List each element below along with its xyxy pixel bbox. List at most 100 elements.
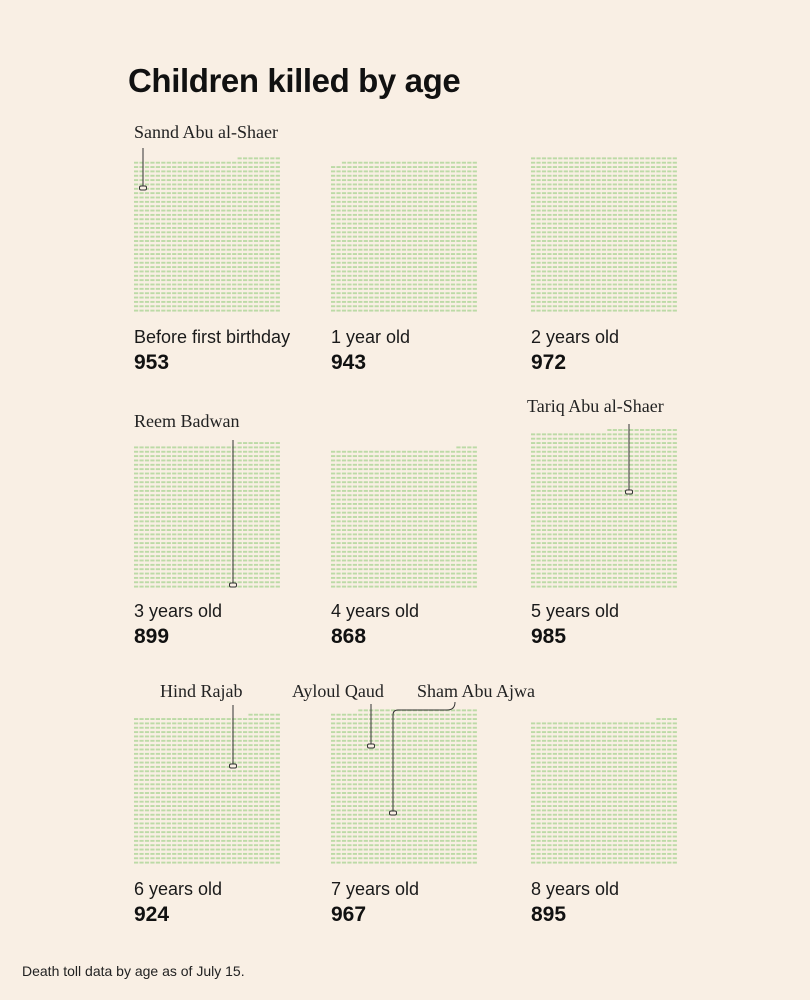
unit-tick (450, 546, 456, 549)
unit-tick (429, 248, 434, 251)
unit-tick (243, 476, 248, 479)
unit-tick (434, 568, 439, 571)
unit-tick (390, 494, 396, 497)
unit-tick (596, 157, 601, 160)
unit-tick (221, 468, 226, 471)
unit-tick (155, 261, 160, 264)
unit-tick (585, 231, 590, 234)
unit-tick (672, 240, 677, 242)
unit-tick (237, 287, 242, 290)
unit-tick (347, 476, 352, 479)
unit-tick (407, 270, 412, 273)
unit-tick (172, 581, 177, 584)
unit-tick (472, 455, 477, 458)
unit-tick (193, 213, 199, 216)
unit-tick (618, 253, 623, 255)
unit-tick (347, 222, 352, 225)
unit-tick (531, 170, 536, 173)
unit-tick (467, 192, 472, 195)
unit-tick (607, 240, 612, 242)
unit-tick (352, 563, 357, 566)
unit-tick (336, 266, 341, 269)
unit-tick (264, 257, 269, 260)
unit-tick (177, 459, 182, 462)
unit-tick (612, 459, 617, 462)
unit-tick (563, 257, 568, 260)
unit-tick (243, 257, 248, 260)
unit-tick (640, 183, 645, 186)
unit-tick (210, 287, 215, 290)
unit-tick (248, 472, 253, 475)
unit-tick (450, 244, 456, 247)
unit-tick (347, 585, 352, 588)
unit-tick (172, 576, 177, 579)
unit-tick (569, 476, 574, 479)
unit-tick (232, 572, 237, 575)
unit-tick (259, 257, 264, 260)
unit-tick (461, 446, 466, 449)
unit-tick (331, 166, 336, 168)
unit-tick (253, 227, 259, 229)
unit-tick (275, 209, 280, 212)
unit-tick (569, 468, 574, 471)
unit-tick (177, 261, 182, 264)
unit-tick (552, 235, 557, 238)
unit-tick (150, 248, 155, 251)
unit-tick (596, 166, 601, 168)
unit-tick (193, 511, 199, 514)
unit-tick (336, 476, 341, 479)
unit-tick (183, 516, 188, 518)
unit-tick (629, 174, 634, 177)
unit-tick (401, 450, 407, 453)
unit-tick (166, 485, 171, 488)
unit-tick (331, 187, 336, 190)
unit-tick (407, 489, 412, 492)
unit-tick (536, 463, 541, 466)
unit-tick (177, 174, 182, 177)
unit-tick (541, 200, 547, 203)
unit-tick (634, 437, 639, 440)
unit-tick (634, 481, 639, 484)
unit-tick (188, 179, 193, 182)
unit-tick (221, 542, 226, 545)
unit-tick (558, 235, 563, 238)
unit-tick (634, 196, 639, 199)
unit-tick (552, 209, 557, 212)
unit-tick (634, 192, 639, 195)
unit-tick (237, 581, 242, 584)
unit-tick (259, 227, 264, 229)
unit-tick (341, 183, 347, 186)
unit-tick (456, 227, 461, 229)
unit-tick (144, 166, 150, 168)
unit-tick (253, 166, 259, 168)
unit-tick (667, 472, 672, 475)
unit-tick (369, 476, 374, 479)
unit-tick (574, 472, 579, 475)
unit-tick (177, 227, 182, 229)
unit-tick (264, 183, 269, 186)
unit-tick (139, 179, 144, 182)
unit-tick (585, 292, 590, 295)
unit-tick (467, 585, 472, 588)
unit-tick (248, 520, 253, 523)
unit-tick (358, 253, 363, 255)
unit-tick (232, 270, 237, 273)
unit-tick (380, 292, 385, 295)
unit-tick (177, 274, 182, 277)
unit-tick (456, 196, 461, 199)
unit-tick (656, 463, 661, 466)
unit-tick (161, 183, 166, 186)
unit-tick (661, 161, 666, 164)
unit-tick (407, 472, 412, 475)
unit-tick (193, 455, 199, 458)
unit-tick (418, 550, 423, 553)
unit-tick (177, 287, 182, 290)
unit-tick (558, 222, 563, 225)
unit-tick (232, 489, 237, 492)
unit-tick (199, 213, 204, 216)
unit-tick (352, 257, 357, 260)
unit-tick (450, 537, 456, 540)
unit-tick (177, 205, 182, 208)
unit-tick (204, 270, 210, 273)
unit-tick (275, 257, 280, 260)
